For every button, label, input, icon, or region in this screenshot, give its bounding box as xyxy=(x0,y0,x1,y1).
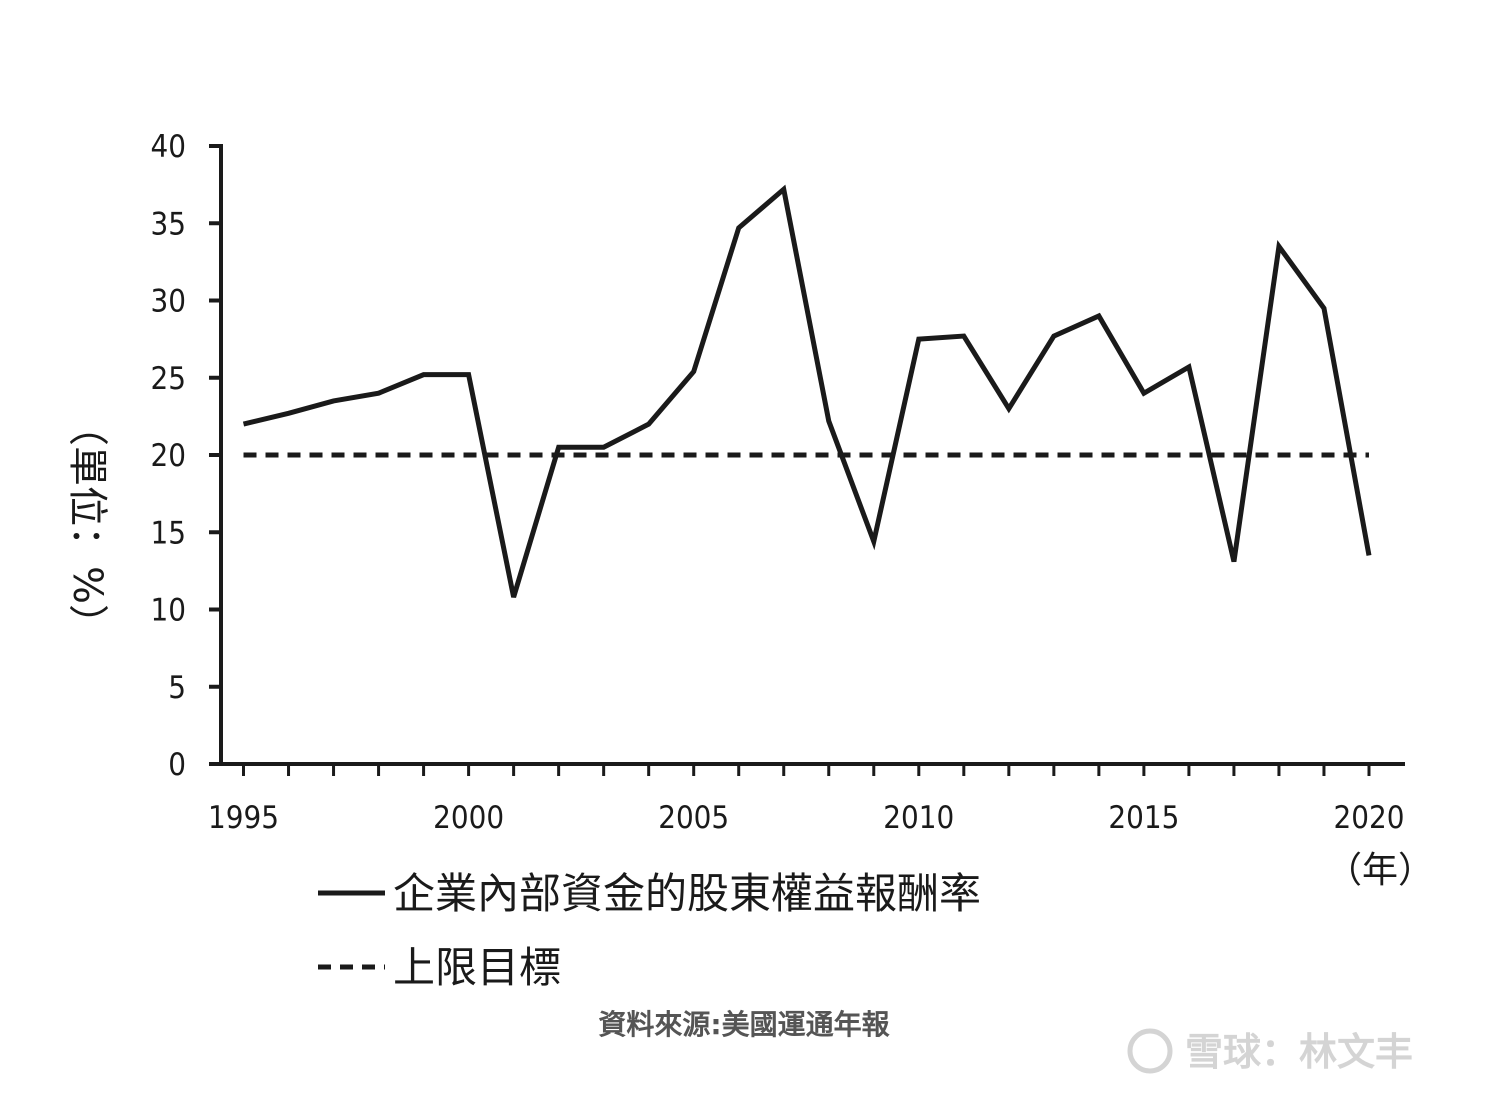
y-tick-label: 15 xyxy=(151,515,186,551)
x-tick-label: 2005 xyxy=(658,800,729,836)
y-axis-label: （單位：%） xyxy=(64,406,110,644)
x-tick-label: 2010 xyxy=(883,800,954,836)
x-tick-label: 2000 xyxy=(433,800,504,836)
x-ticks: 1995 2000 2005 2010 2015 2020 xyxy=(208,764,1404,836)
watermark: 雪球：林文丰 xyxy=(1127,1028,1413,1074)
series-layer xyxy=(242,184,1372,598)
x-axis-unit: （年） xyxy=(1326,850,1434,891)
y-tick-label: 25 xyxy=(151,361,186,397)
legend: 企業內部資金的股東權益報酬率 上限目標 xyxy=(318,869,981,992)
x-tick-label: 1995 xyxy=(208,800,279,836)
y-tick-label: 0 xyxy=(168,747,186,783)
y-tick-label: 35 xyxy=(151,206,186,242)
series-line-roe xyxy=(242,184,1372,598)
x-tick-label: 2020 xyxy=(1334,800,1405,836)
watermark-text: 雪球：林文丰 xyxy=(1185,1030,1413,1074)
y-tick-label: 20 xyxy=(151,438,186,474)
x-tick-label: 2015 xyxy=(1108,800,1179,836)
source-note: 資料來源:美國運通年報 xyxy=(598,1008,890,1041)
legend-label-roe: 企業內部資金的股東權益報酬率 xyxy=(393,869,981,918)
y-tick-label: 30 xyxy=(151,284,186,320)
y-ticks: 0 5 10 15 20 25 30 35 40 xyxy=(151,129,221,783)
y-tick-label: 40 xyxy=(151,129,186,165)
y-tick-label: 10 xyxy=(151,593,186,629)
watermark-logo-icon xyxy=(1127,1028,1173,1074)
y-tick-label: 5 xyxy=(168,670,186,706)
legend-label-upper-limit: 上限目標 xyxy=(393,943,561,992)
